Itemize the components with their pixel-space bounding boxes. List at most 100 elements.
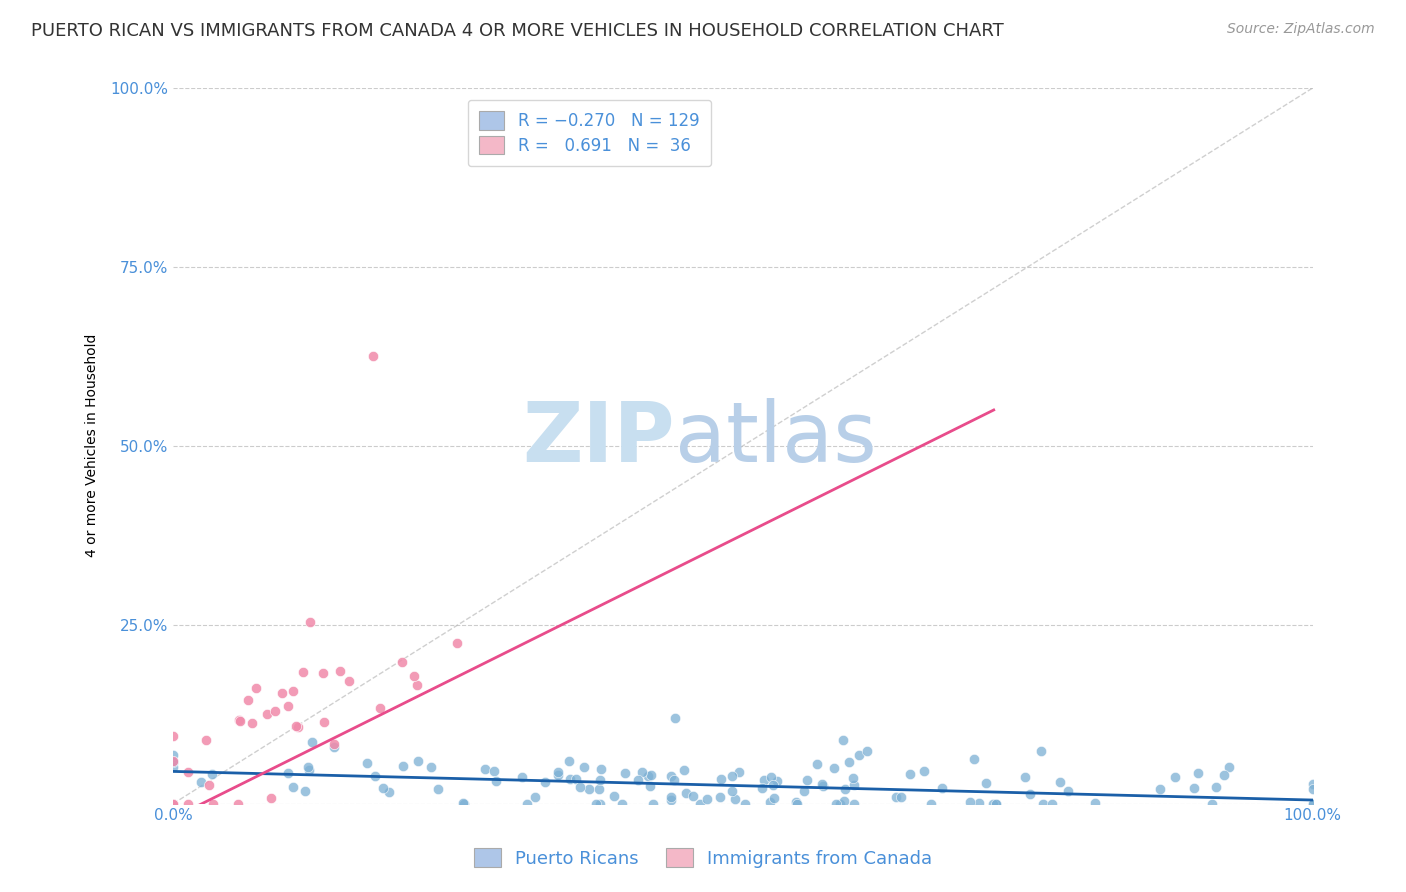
Point: [190, 774, 212, 789]
Point: [824, 797, 846, 811]
Point: [721, 769, 744, 783]
Point: [162, 747, 184, 762]
Point: [240, 716, 263, 731]
Point: [202, 797, 225, 811]
Point: [427, 782, 450, 797]
Point: [391, 656, 413, 670]
Point: [585, 797, 607, 811]
Point: [856, 744, 879, 758]
Point: [229, 714, 252, 729]
Point: [451, 796, 474, 810]
Point: [766, 774, 789, 789]
Point: [710, 772, 733, 786]
Point: [848, 748, 870, 763]
Point: [724, 792, 747, 806]
Point: [734, 797, 756, 811]
Point: [277, 699, 299, 714]
Point: [1201, 797, 1223, 811]
Point: [890, 789, 912, 804]
Point: [786, 797, 808, 811]
Point: [626, 773, 648, 788]
Point: [1302, 777, 1324, 791]
Point: [976, 775, 998, 789]
Point: [761, 770, 783, 784]
Text: atlas: atlas: [675, 398, 876, 479]
Point: [751, 780, 773, 795]
Point: [484, 764, 506, 778]
Point: [898, 767, 921, 781]
Point: [194, 732, 217, 747]
Point: [931, 780, 953, 795]
Point: [547, 767, 569, 781]
Point: [1302, 797, 1324, 811]
Point: [162, 755, 184, 769]
Point: [572, 760, 595, 774]
Point: [1057, 783, 1080, 797]
Point: [696, 792, 718, 806]
Point: [689, 797, 711, 811]
Point: [236, 693, 259, 707]
Point: [1182, 780, 1205, 795]
Point: [578, 781, 600, 796]
Point: [806, 757, 828, 772]
Point: [602, 789, 624, 804]
Point: [297, 760, 319, 774]
Point: [226, 797, 249, 811]
Point: [259, 790, 281, 805]
Text: PUERTO RICAN VS IMMIGRANTS FROM CANADA 4 OR MORE VEHICLES IN HOUSEHOLD CORRELATI: PUERTO RICAN VS IMMIGRANTS FROM CANADA 4…: [31, 22, 1004, 40]
Point: [298, 615, 321, 629]
Point: [271, 686, 294, 700]
Point: [337, 673, 360, 688]
Point: [485, 774, 508, 789]
Point: [984, 797, 1007, 811]
Point: [162, 797, 184, 811]
Point: [281, 780, 304, 794]
Point: [643, 797, 665, 811]
Point: [301, 735, 323, 749]
Point: [842, 771, 865, 785]
Point: [640, 779, 662, 793]
Point: [406, 754, 429, 768]
Point: [361, 349, 384, 363]
Point: [297, 763, 319, 777]
Point: [292, 665, 315, 679]
Point: [1032, 797, 1054, 811]
Point: [569, 780, 592, 795]
Point: [510, 771, 533, 785]
Point: [793, 784, 815, 798]
Point: [323, 737, 346, 751]
Point: [728, 765, 751, 780]
Point: [1018, 787, 1040, 801]
Point: [984, 797, 1007, 811]
Point: [912, 764, 935, 778]
Point: [721, 784, 744, 798]
Point: [329, 664, 352, 678]
Point: [1218, 759, 1240, 773]
Point: [920, 797, 942, 811]
Point: [631, 765, 654, 780]
Point: [612, 797, 634, 811]
Point: [589, 797, 612, 811]
Point: [675, 785, 697, 799]
Point: [162, 754, 184, 768]
Point: [1029, 743, 1052, 757]
Point: [287, 720, 309, 734]
Point: [796, 772, 818, 787]
Point: [281, 684, 304, 698]
Point: [373, 781, 395, 796]
Point: [177, 765, 200, 780]
Point: [1187, 766, 1209, 780]
Legend: R = −0.270   N = 129, R =   0.691   N =  36: R = −0.270 N = 129, R = 0.691 N = 36: [468, 100, 711, 166]
Point: [547, 764, 569, 779]
Point: [1014, 770, 1036, 784]
Point: [420, 760, 443, 774]
Point: [709, 789, 731, 804]
Point: [664, 711, 686, 725]
Point: [176, 797, 198, 811]
Point: [1302, 781, 1324, 796]
Point: [314, 714, 336, 729]
Point: [558, 754, 581, 768]
Text: ZIP: ZIP: [522, 398, 675, 479]
Point: [162, 730, 184, 744]
Point: [659, 793, 682, 807]
